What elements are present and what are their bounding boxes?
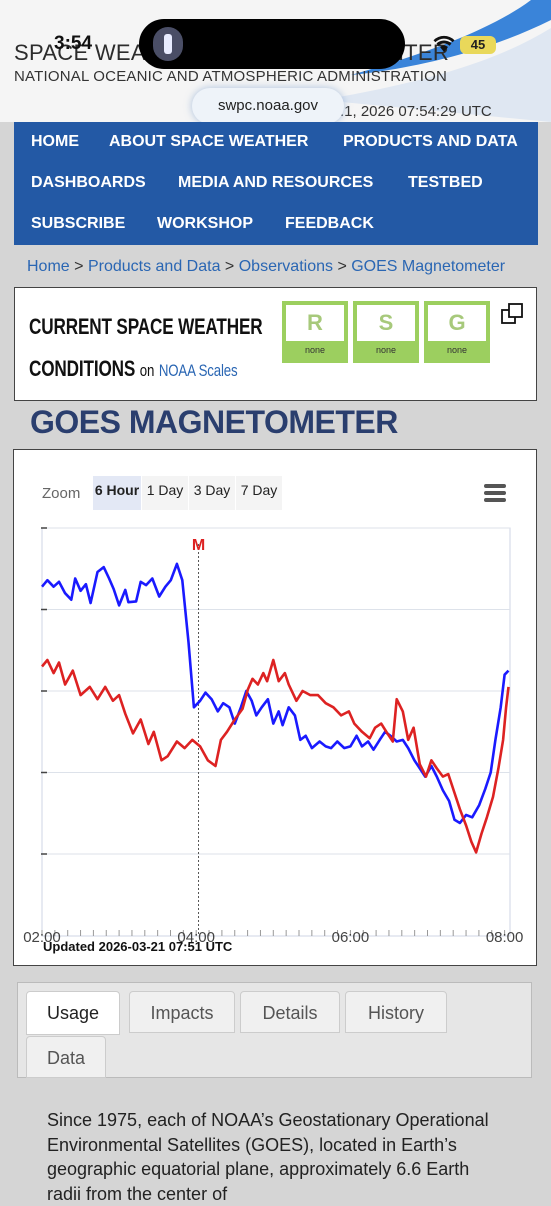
chart-menu-icon[interactable]	[484, 484, 506, 502]
scale-level: none	[285, 341, 345, 360]
status-bar-time: 3:54	[54, 33, 93, 54]
breadcrumb-products-and-data[interactable]: Products and Data	[87, 258, 221, 275]
marker-label: M	[192, 537, 205, 554]
scale-level: none	[427, 341, 487, 360]
nav-subscribe[interactable]: SUBSCRIBE	[31, 215, 126, 232]
popout-icon[interactable]	[501, 303, 523, 325]
scale-letter: G	[448, 310, 466, 335]
conditions-on-text: on	[139, 361, 155, 380]
zoom-6-hour-button[interactable]: 6 Hour	[93, 476, 141, 510]
nav-dashboards[interactable]: DASHBOARDS	[31, 174, 146, 191]
series-line-red	[41, 658, 510, 854]
conditions-title-line1: CURRENT SPACE WEATHER	[29, 314, 263, 339]
noaa-scales-link[interactable]: NOAA Scales	[158, 361, 238, 380]
conditions-title: CURRENT SPACE WEATHER CONDITIONS on NOAA…	[29, 306, 263, 392]
zoom-1-day-button[interactable]: 1 Day	[142, 476, 188, 510]
dynamic-island	[139, 19, 405, 69]
magnetometer-chart: M 02:00 04:00 06:00 08:00	[23, 527, 524, 946]
nav-workshop[interactable]: WORKSHOP	[157, 215, 253, 232]
usage-description: Since 1975, each of NOAA’s Geostationary…	[47, 1110, 489, 1204]
nav-testbed[interactable]: TESTBED	[408, 174, 483, 191]
tab-history[interactable]: History	[345, 991, 447, 1033]
breadcrumb-goes-magnetometer[interactable]: GOES Magnetometer	[351, 258, 506, 275]
breadcrumb-separator: >	[337, 258, 347, 275]
chart-updated-text: Updated 2026-03-21 07:51 UTC	[43, 939, 233, 954]
scale-letter: S	[378, 310, 394, 335]
nav-products-and-data[interactable]: PRODUCTS AND DATA	[343, 133, 518, 150]
battery-icon: 45	[460, 36, 496, 54]
info-tabs: Usage Impacts Details History Data	[17, 982, 532, 1078]
x-tick-label: 04:00	[177, 929, 215, 946]
nav-home[interactable]: HOME	[31, 133, 79, 150]
breadcrumb: Home > Products and Data > Observations …	[27, 258, 505, 276]
current-conditions-panel: CURRENT SPACE WEATHER CONDITIONS on NOAA…	[14, 287, 537, 401]
header-swoosh-graphic	[321, 0, 551, 122]
scale-r[interactable]: R none	[282, 301, 348, 363]
tab-usage[interactable]: Usage	[26, 991, 120, 1035]
zoom-label: Zoom	[42, 485, 81, 502]
chart-panel: Zoom 6 Hour 1 Day 3 Day 7 Day M 02:00 04:0…	[13, 449, 537, 966]
nav-media-and-resources[interactable]: MEDIA AND RESOURCES	[178, 174, 374, 191]
page-title: GOES MAGNETOMETER	[30, 404, 398, 440]
utc-time: .1, 2026 07:54:29 UTC	[340, 103, 492, 120]
breadcrumb-separator: >	[224, 258, 235, 275]
nav-feedback[interactable]: FEEDBACK	[285, 215, 374, 232]
tab-details[interactable]: Details	[240, 991, 340, 1033]
zoom-7-day-button[interactable]: 7 Day	[236, 476, 282, 510]
conditions-title-line2: CONDITIONS	[29, 356, 136, 381]
breadcrumb-observations[interactable]: Observations	[238, 258, 333, 275]
breadcrumb-home[interactable]: Home	[27, 258, 70, 275]
url-bar[interactable]: swpc.noaa.gov	[192, 88, 344, 124]
nav-about-space-weather[interactable]: ABOUT SPACE WEATHER	[109, 133, 309, 150]
scale-letter: R	[307, 310, 323, 335]
site-subtitle: NATIONAL OCEANIC AND ATMOSPHERIC ADMINIS…	[14, 68, 448, 85]
flashlight-icon	[153, 27, 183, 61]
tab-data[interactable]: Data	[26, 1036, 106, 1078]
scale-g[interactable]: G none	[424, 301, 490, 363]
zoom-3-day-button[interactable]: 3 Day	[189, 476, 235, 510]
x-tick-label: 08:00	[486, 929, 524, 946]
scale-level: none	[356, 341, 416, 360]
x-tick-label: 06:00	[332, 929, 370, 946]
tab-impacts[interactable]: Impacts	[129, 991, 235, 1033]
x-tick-label: 02:00	[23, 929, 61, 946]
breadcrumb-separator: >	[74, 258, 84, 275]
scale-s[interactable]: S none	[353, 301, 419, 363]
series-line-blue	[41, 562, 510, 825]
main-nav: HOME ABOUT SPACE WEATHER PRODUCTS AND DA…	[14, 122, 538, 245]
wifi-icon	[433, 35, 455, 52]
plot-area	[41, 527, 511, 937]
